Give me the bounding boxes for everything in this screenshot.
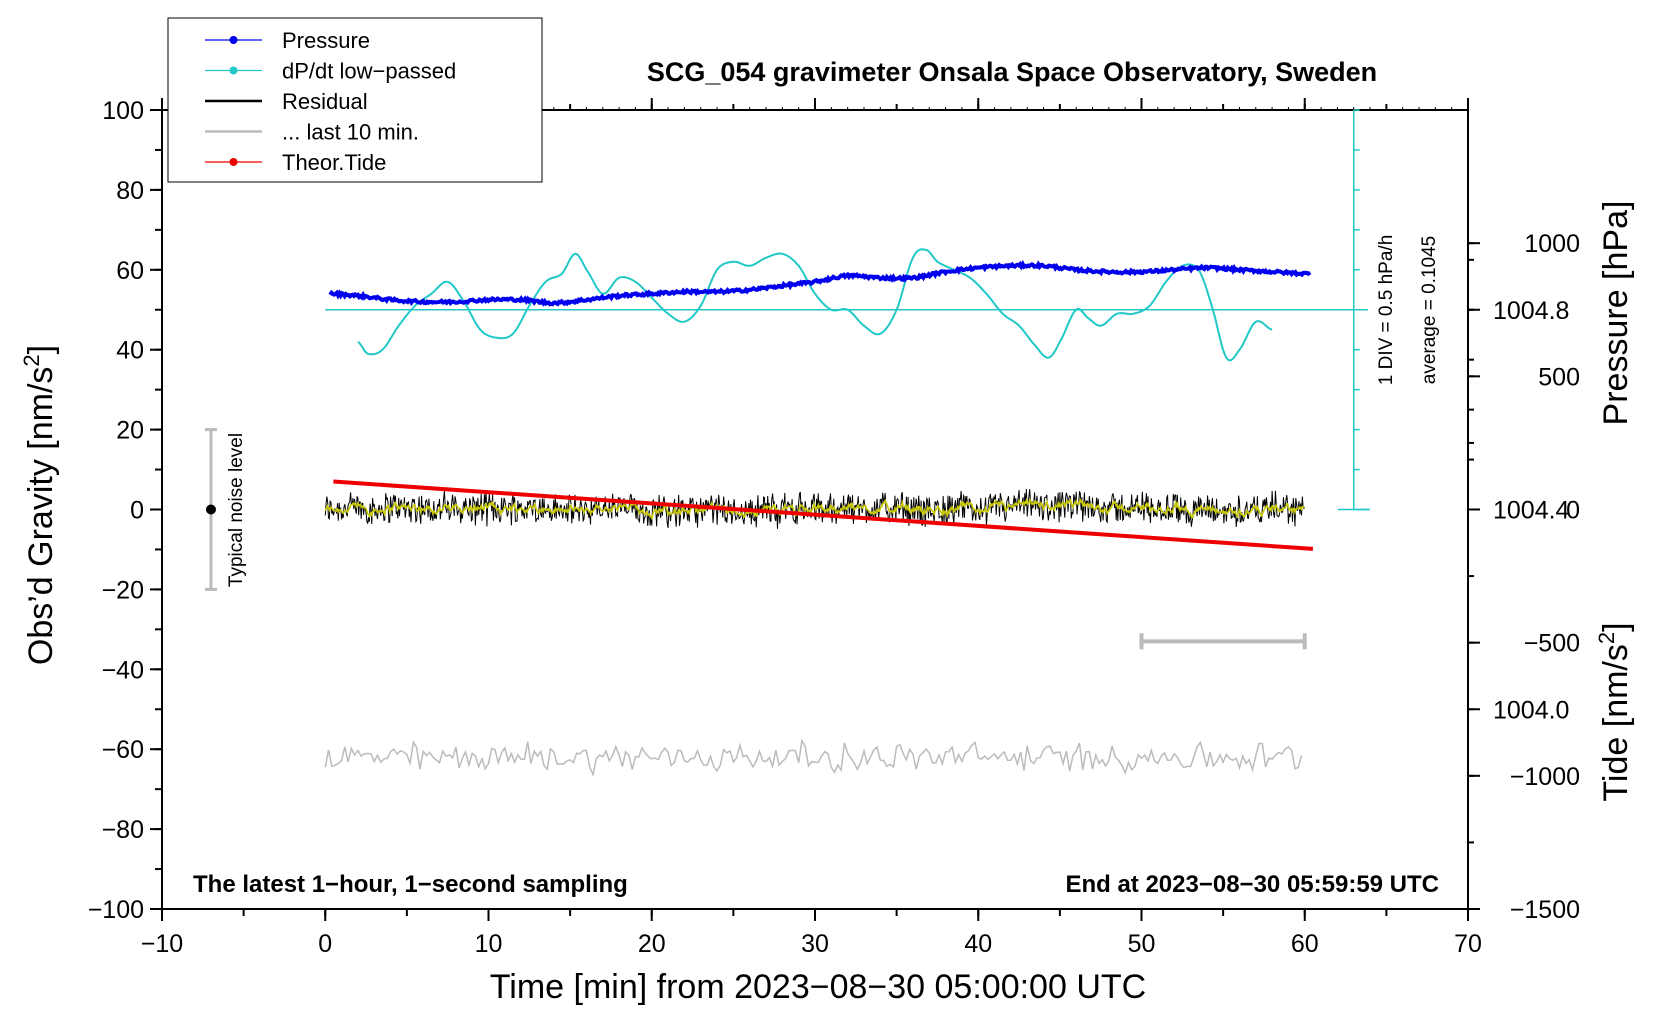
y-left-tick-label: −60 — [102, 736, 144, 764]
x-tick-label: 20 — [638, 930, 666, 958]
legend-swatch-marker — [229, 66, 238, 75]
y-axis-title-pressure: Pressure [hPa] — [1597, 201, 1635, 426]
chart-title: SCG_054 gravimeter Onsala Space Observat… — [647, 57, 1377, 87]
tide-series-line — [333, 479, 1314, 551]
x-tick-label: 50 — [1128, 930, 1156, 958]
legend-items: Pressure dP/dt low−passed Residual ... last… — [205, 28, 456, 175]
footer-right-text: End at 2023−08−30 05:59:59 UTC — [1065, 871, 1439, 898]
last10-series-line — [324, 738, 1303, 777]
y-axis-title-left: Obs’d Gravity [nm/s2] — [19, 345, 60, 665]
y-left-tick-label: −20 — [102, 576, 144, 604]
y-left-tick-label: 60 — [116, 257, 144, 285]
y-left-tick-label: 0 — [130, 497, 144, 525]
x-tick-label: 40 — [964, 930, 992, 958]
y-left-tick-label: −100 — [88, 896, 144, 924]
legend: Pressure dP/dt low−passed Residual ... last… — [167, 17, 543, 183]
y-left-tick-label: 80 — [116, 177, 144, 205]
pressure-tick-label: 1004.0 — [1493, 696, 1569, 724]
tide-tick-label: 500 — [1538, 363, 1580, 391]
legend-label: Pressure — [282, 28, 370, 53]
y-left-tick-label: −40 — [102, 656, 144, 684]
y-left-tick-label: 20 — [116, 417, 144, 445]
legend-swatch-marker — [229, 36, 238, 44]
legend-label: dP/dt low−passed — [282, 59, 456, 84]
y-axis-title-tide: Tide [nm/s2] — [1594, 622, 1635, 801]
y-left-tick-label: 40 — [116, 337, 144, 365]
residual-smoothed-series-line — [324, 497, 1305, 521]
noise-level-label: Typical noise level — [226, 433, 247, 587]
x-tick-label: −10 — [141, 930, 183, 958]
noise-bar-center-dot — [205, 504, 216, 515]
series-layer — [204, 109, 1370, 777]
legend-label: Residual — [282, 89, 368, 114]
tide-tick-label: −500 — [1524, 630, 1580, 658]
x-tick-label: 70 — [1454, 930, 1482, 958]
legend-label: ... last 10 min. — [282, 120, 419, 145]
x-tick-label: 10 — [475, 930, 503, 958]
y-left-tick-label: −80 — [102, 816, 144, 844]
dpdt-average-text: average = 0.1045 — [1419, 236, 1440, 384]
pressure-tick-label: 1004.8 — [1493, 297, 1569, 325]
x-tick-label: 30 — [801, 930, 829, 958]
y-left-tick-label: 100 — [102, 97, 144, 125]
tide-tick-label: −1000 — [1510, 763, 1580, 791]
tide-tick-label: 0 — [1566, 497, 1580, 525]
tide-tick-label: −1500 — [1510, 896, 1580, 924]
legend-label: Theor.Tide — [282, 150, 386, 175]
pressure-series-line — [328, 259, 1312, 307]
pressure-tick-label: 1004.4 — [1493, 497, 1570, 525]
x-tick-label: 60 — [1291, 930, 1319, 958]
tide-tick-label: 1000 — [1524, 230, 1580, 258]
dpdt-scale-text: 1 DIV = 0.5 hPa/h — [1376, 235, 1397, 386]
dpdt-series-line — [357, 248, 1273, 362]
x-axis-title: Time [min] from 2023−08−30 05:00:00 UTC — [490, 968, 1146, 1006]
footer-left-text: The latest 1−hour, 1−second sampling — [193, 871, 628, 898]
tick-labels: −10 0 10 20 30 40 50 60 70−100−80−60−40−20020406… — [88, 97, 1580, 958]
legend-swatch-marker — [229, 158, 238, 166]
x-tick-label: 0 — [318, 930, 332, 958]
